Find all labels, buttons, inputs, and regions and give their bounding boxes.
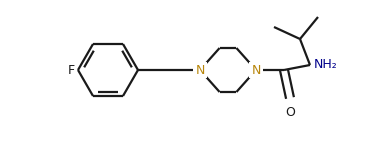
Text: F: F: [68, 63, 75, 76]
Text: NH₂: NH₂: [314, 58, 338, 72]
Text: N: N: [251, 63, 261, 76]
Text: N: N: [195, 63, 205, 76]
Text: O: O: [285, 106, 295, 119]
